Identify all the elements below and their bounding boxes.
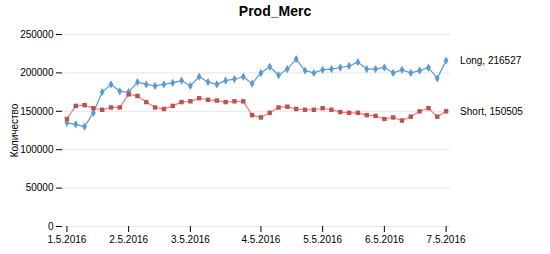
svg-text:0: 0 (48, 221, 54, 232)
svg-text:3.5.2016: 3.5.2016 (171, 234, 210, 245)
svg-text:250000: 250000 (20, 29, 54, 40)
svg-text:4.5.2016: 4.5.2016 (241, 234, 280, 245)
svg-text:7.5.2016: 7.5.2016 (427, 234, 466, 245)
svg-text:1.5.2016: 1.5.2016 (47, 234, 86, 245)
html-text:Prod_Merc: Prod_Merc (238, 3, 312, 19)
svg-text:150000: 150000 (20, 106, 54, 117)
svg-text:Long, 216527: Long, 216527 (460, 55, 522, 66)
svg-text:50000: 50000 (26, 182, 54, 193)
svg-text:6.5.2016: 6.5.2016 (365, 234, 404, 245)
svg-text:100000: 100000 (20, 144, 54, 155)
svg-text:Количество: Количество (9, 103, 20, 157)
svg-text:5.5.2016: 5.5.2016 (303, 234, 342, 245)
svg-text:2.5.2016: 2.5.2016 (109, 234, 148, 245)
svg-text:200000: 200000 (20, 67, 54, 78)
svg-text:Short, 150505: Short, 150505 (460, 106, 523, 117)
